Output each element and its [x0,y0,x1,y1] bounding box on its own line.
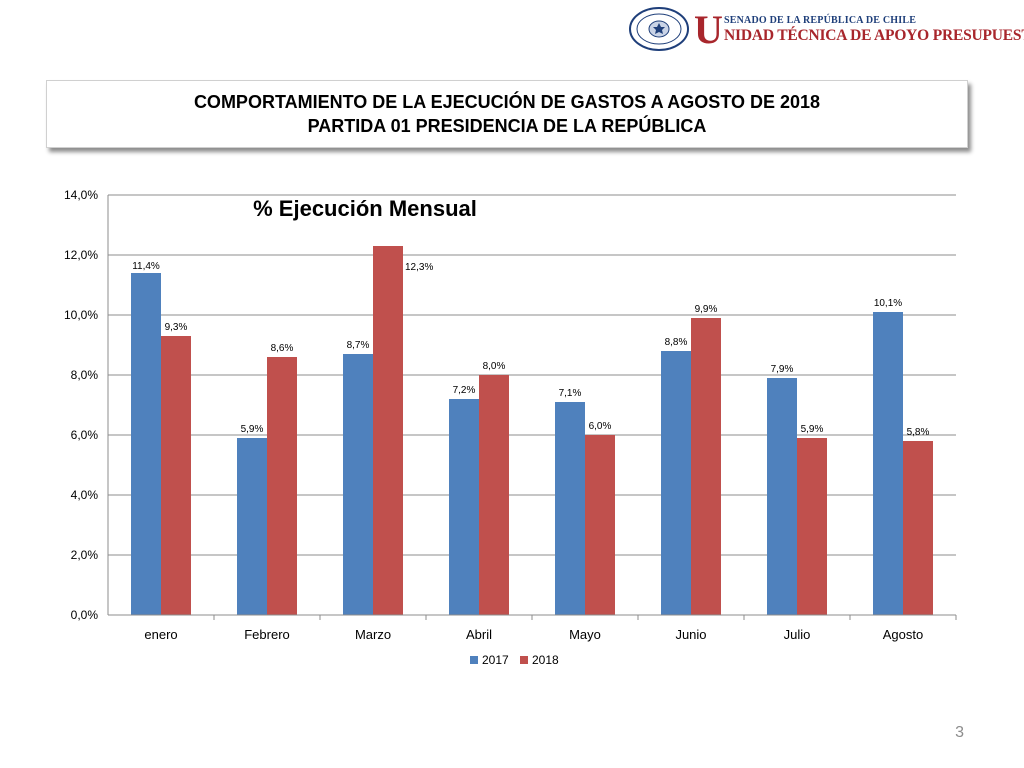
slide-title-line2: PARTIDA 01 PRESIDENCIA DE LA REPÚBLICA [307,116,707,136]
data-label-2017: 7,2% [453,385,476,396]
data-label-2018: 9,9% [695,304,718,315]
y-tick-label: 10,0% [64,308,98,322]
y-tick-label: 0,0% [71,608,99,622]
senado-seal-icon [629,7,689,51]
data-label-2017: 11,4% [132,261,160,272]
data-label-2018: 8,6% [271,343,294,354]
data-label-2017: 5,9% [241,424,264,435]
slide-title-box: COMPORTAMIENTO DE LA EJECUCIÓN DE GASTOS… [46,80,968,148]
x-tick-label: enero [144,627,177,642]
bar-2017 [661,351,691,615]
slide-title-line1: COMPORTAMIENTO DE LA EJECUCIÓN DE GASTOS… [193,92,821,112]
bar-2018 [161,336,191,615]
bar-2018 [585,435,615,615]
data-label-2018: 6,0% [589,421,612,432]
data-label-2017: 10,1% [874,298,902,309]
senado-logo: U SENADO DE LA REPÚBLICA DE CHILE NIDAD … [628,6,1024,54]
bar-2017 [555,402,585,615]
data-label-2018: 5,9% [801,424,824,435]
legend-label-2017: 2017 [482,653,509,667]
bar-2017 [449,399,479,615]
logo-bottom-text: NIDAD TÉCNICA DE APOYO PRESUPUESTARIO [724,27,1024,44]
data-label-2017: 8,8% [665,337,688,348]
logo-top-text: SENADO DE LA REPÚBLICA DE CHILE [724,15,917,26]
y-tick-label: 2,0% [71,548,99,562]
data-label-2018: 5,8% [907,427,930,438]
y-tick-label: 4,0% [71,488,99,502]
data-label-2018: 9,3% [165,322,188,333]
bar-2018 [373,246,403,615]
data-label-2018: 12,3% [405,262,433,273]
data-label-2017: 8,7% [347,340,370,351]
x-tick-label: Marzo [355,627,391,642]
logo-initial: U [694,7,723,52]
bar-2017 [237,438,267,615]
x-tick-label: Julio [784,627,811,642]
x-tick-label: Agosto [883,627,923,642]
data-label-2018: 8,0% [483,361,506,372]
bar-2018 [267,357,297,615]
y-tick-label: 8,0% [71,368,99,382]
bar-2018 [903,441,933,615]
page-number: 3 [955,724,964,741]
bar-2018 [797,438,827,615]
legend-swatch-2018 [520,656,528,664]
bar-2018 [691,318,721,615]
data-label-2017: 7,9% [771,364,794,375]
legend-swatch-2017 [470,656,478,664]
y-tick-label: 12,0% [64,248,98,262]
bar-2017 [873,312,903,615]
x-tick-label: Febrero [244,627,290,642]
bar-2018 [479,375,509,615]
chart-title: % Ejecución Mensual [253,196,477,221]
bar-2017 [767,378,797,615]
data-label-2017: 7,1% [559,388,582,399]
x-tick-label: Abril [466,627,492,642]
bar-2017 [343,354,373,615]
y-tick-label: 6,0% [71,428,99,442]
y-tick-label: 14,0% [64,188,98,202]
bar-2017 [131,273,161,615]
x-tick-label: Junio [675,627,706,642]
x-tick-label: Mayo [569,627,601,642]
legend-label-2018: 2018 [532,653,559,667]
